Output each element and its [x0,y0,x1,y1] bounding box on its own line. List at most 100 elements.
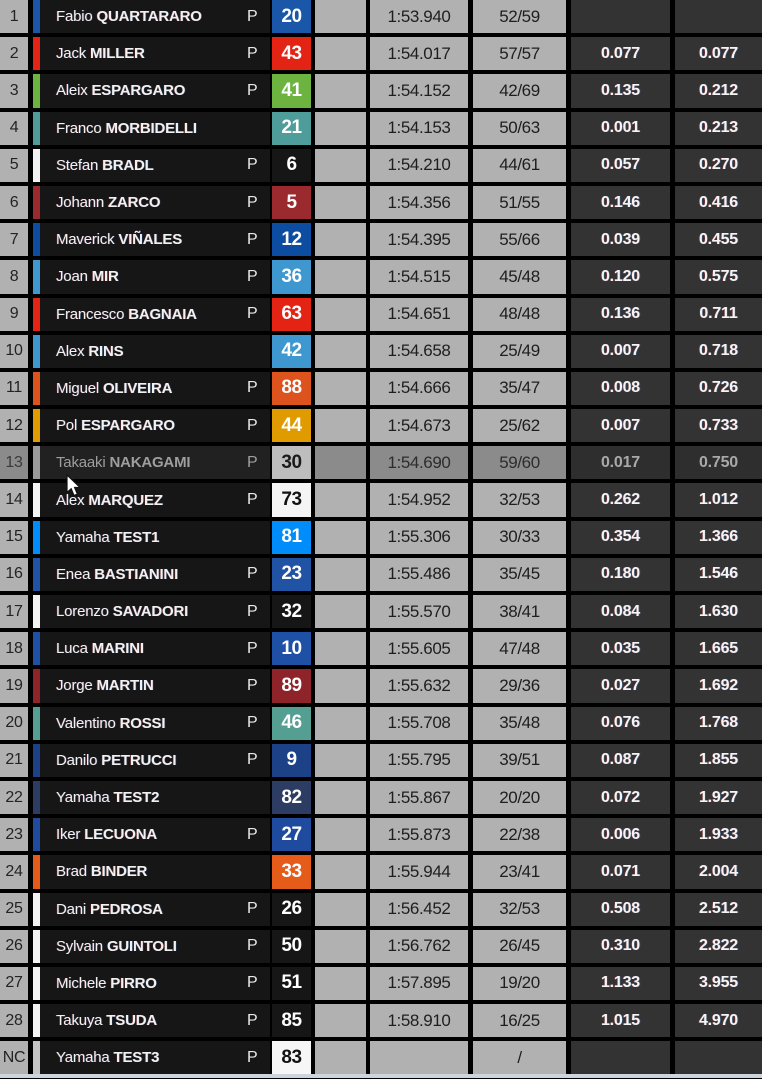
pit-indicator: P [247,974,258,992]
table-row[interactable]: 16 Enea BASTIANINI P 23 1:55.486 35/45 0… [0,557,762,595]
table-row[interactable]: 26 Sylvain GUINTOLI P 50 1:56.762 26/45 … [0,929,762,967]
table-row[interactable]: 6 Johann ZARCO P 5 1:54.356 51/55 0.146 … [0,185,762,224]
team-color-bar [33,595,40,629]
rider-first-name: Jack [56,45,87,63]
table-row[interactable]: 25 Dani PEDROSA P 26 1:56.452 32/53 0.50… [0,892,762,930]
table-row[interactable]: 2 Jack MILLER P 43 1:54.017 57/57 0.077 … [0,37,762,75]
rider-cell[interactable]: Jorge MARTIN P [33,669,272,703]
rider-cell[interactable]: Alex RINS [33,334,272,368]
position-cell: 28 [0,1004,33,1038]
rider-number-plate: 12 [272,223,315,257]
rider-cell[interactable]: Jack MILLER P [33,37,272,71]
rider-cell[interactable]: Valentino ROSSI P [33,706,272,740]
rider-number-plate: 50 [272,929,315,963]
rider-cell[interactable]: Sylvain GUINTOLI P [33,929,272,963]
table-row[interactable]: 5 Stefan BRADL P 6 1:54.210 44/61 0.057 … [0,148,762,186]
rider-cell[interactable]: Miguel OLIVEIRA P [33,371,272,406]
rider-cell[interactable]: Yamaha TEST2 [33,780,272,815]
rider-first-name: Francesco [56,305,125,323]
table-row[interactable]: 9 Francesco BAGNAIA P 63 1:54.651 48/48 … [0,297,762,335]
table-row[interactable]: 28 Takuya TSUDA P 85 1:58.910 16/25 1.01… [0,1004,762,1042]
rider-cell[interactable]: Lorenzo SAVADORI P [33,595,272,629]
rider-cell[interactable]: Franco MORBIDELLI [33,111,272,145]
table-row[interactable]: 27 Michele PIRRO P 51 1:57.895 19/20 1.1… [0,966,762,1005]
rider-cell[interactable]: Joan MIR P [33,260,272,294]
position-cell: 17 [0,595,33,629]
table-row[interactable]: 20 Valentino ROSSI P 46 1:55.708 35/48 0… [0,706,762,744]
gap-previous-cell: 0.262 [571,483,675,517]
best-lap-cell: 1:54.152 [370,74,473,108]
rider-cell[interactable]: Aleix ESPARGARO P [33,74,272,108]
rider-cell[interactable]: Maverick VIÑALES P [33,223,272,257]
rider-number-plate: 33 [272,855,315,889]
rider-cell[interactable]: Brad BINDER [33,855,272,889]
rider-last-name: GUINTOLI [106,937,177,955]
gap-previous-cell: 0.006 [571,818,675,852]
rider-name: Yamaha TEST3 [56,1049,247,1066]
laps-cell: 47/48 [473,632,571,666]
table-row[interactable]: 23 Iker LECUONA P 27 1:55.873 22/38 0.00… [0,818,762,856]
table-row[interactable]: 1 Fabio QUARTARARO P 20 1:53.940 52/59 [0,0,762,38]
table-row[interactable]: 12 Pol ESPARGARO P 44 1:54.673 25/62 0.0… [0,409,762,447]
table-row[interactable]: 7 Maverick VIÑALES P 12 1:54.395 55/66 0… [0,223,762,261]
rider-last-name: PEDROSA [90,900,163,918]
table-row[interactable]: 22 Yamaha TEST2 82 1:55.867 20/20 0.072 … [0,780,762,819]
position-cell: 25 [0,892,33,926]
gap-first-cell: 0.077 [675,37,762,71]
team-color-bar [33,74,40,108]
table-row[interactable]: NC Yamaha TEST3 P 83 / [0,1041,762,1075]
rider-cell[interactable]: Luca MARINI P [33,632,272,666]
best-lap-cell: 1:54.515 [370,260,473,294]
rider-cell[interactable]: Pol ESPARGARO P [33,409,272,443]
rider-first-name: Danilo [56,751,98,769]
rider-last-name: MORBIDELLI [105,119,197,137]
position-cell: 2 [0,37,33,71]
rider-cell[interactable]: Fabio QUARTARARO P [33,0,272,34]
rider-cell[interactable]: Dani PEDROSA P [33,892,272,926]
rider-first-name: Yamaha [56,528,110,546]
rider-number-plate: 30 [272,446,315,480]
table-row[interactable]: 17 Lorenzo SAVADORI P 32 1:55.570 38/41 … [0,595,762,633]
table-row[interactable]: 8 Joan MIR P 36 1:54.515 45/48 0.120 0.5… [0,260,762,298]
table-row[interactable]: 11 Miguel OLIVEIRA P 88 1:54.666 35/47 0… [0,371,762,410]
table-row[interactable]: 21 Danilo PETRUCCI P 9 1:55.795 39/51 0.… [0,743,762,781]
rider-cell[interactable]: Takuya TSUDA P [33,1004,272,1038]
gap-previous-cell: 0.120 [571,260,675,294]
best-lap-cell: 1:55.486 [370,557,473,591]
table-row[interactable]: 24 Brad BINDER 33 1:55.944 23/41 0.071 2… [0,855,762,893]
rider-cell[interactable]: Yamaha TEST1 [33,520,272,554]
table-row[interactable]: 18 Luca MARINI P 10 1:55.605 47/48 0.035… [0,632,762,670]
rider-cell[interactable]: Enea BASTIANINI P [33,557,272,591]
rider-name: Jack MILLER [56,45,247,62]
rider-cell[interactable]: Danilo PETRUCCI P [33,743,272,777]
rider-cell[interactable]: Iker LECUONA P [33,818,272,852]
table-row[interactable]: 13 Takaaki NAKAGAMI P 30 1:54.690 59/60 … [0,446,762,484]
table-row[interactable]: 4 Franco MORBIDELLI 21 1:54.153 50/63 0.… [0,111,762,149]
rider-cell[interactable]: Takaaki NAKAGAMI P [33,446,272,480]
rider-name: Stefan BRADL [56,157,247,174]
rider-cell[interactable]: Stefan BRADL P [33,148,272,182]
rider-cell[interactable]: Francesco BAGNAIA P [33,297,272,331]
pit-indicator: P [247,900,258,918]
pit-indicator: P [247,565,258,583]
table-row[interactable]: 14 Alex MARQUEZ P 73 1:54.952 32/53 0.26… [0,483,762,521]
gap-first-cell [675,1041,762,1075]
rider-first-name: Alex [56,342,85,360]
rider-cell[interactable]: Michele PIRRO P [33,966,272,1001]
pit-indicator: P [247,305,258,323]
table-row[interactable]: 19 Jorge MARTIN P 89 1:55.632 29/36 0.02… [0,669,762,707]
table-row[interactable]: 15 Yamaha TEST1 81 1:55.306 30/33 0.354 … [0,520,762,558]
rider-cell[interactable]: Yamaha TEST3 P [33,1041,272,1075]
laps-cell: 22/38 [473,818,571,852]
rider-first-name: Valentino [56,714,116,732]
gap-previous-cell: 0.017 [571,446,675,480]
rider-cell[interactable]: Alex MARQUEZ P [33,483,272,517]
spacer-cell [315,520,370,554]
gap-first-cell: 4.970 [675,1004,762,1038]
gap-first-cell: 0.733 [675,409,762,443]
table-row[interactable]: 10 Alex RINS 42 1:54.658 25/49 0.007 0.7… [0,334,762,372]
rider-cell[interactable]: Johann ZARCO P [33,185,272,220]
table-row[interactable]: 3 Aleix ESPARGARO P 41 1:54.152 42/69 0.… [0,74,762,112]
spacer-cell [315,706,370,740]
